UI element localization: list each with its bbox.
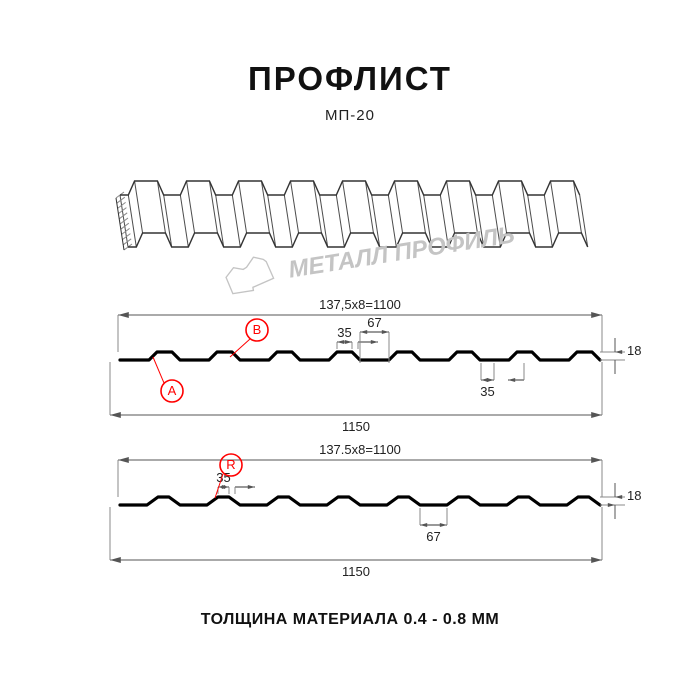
svg-text:B: B bbox=[253, 322, 262, 337]
svg-text:1150: 1150 bbox=[342, 564, 370, 579]
svg-text:35: 35 bbox=[337, 325, 351, 340]
svg-text:R: R bbox=[226, 457, 235, 472]
svg-text:137,5x8=1100: 137,5x8=1100 bbox=[319, 297, 401, 312]
svg-text:A: A bbox=[168, 383, 177, 398]
svg-text:1150: 1150 bbox=[342, 419, 370, 434]
svg-text:18: 18 bbox=[627, 488, 641, 503]
svg-text:35: 35 bbox=[480, 384, 494, 399]
svg-text:137.5x8=1100: 137.5x8=1100 bbox=[319, 442, 401, 457]
svg-text:18: 18 bbox=[627, 343, 641, 358]
svg-text:67: 67 bbox=[426, 529, 440, 544]
svg-text:67: 67 bbox=[367, 315, 381, 330]
